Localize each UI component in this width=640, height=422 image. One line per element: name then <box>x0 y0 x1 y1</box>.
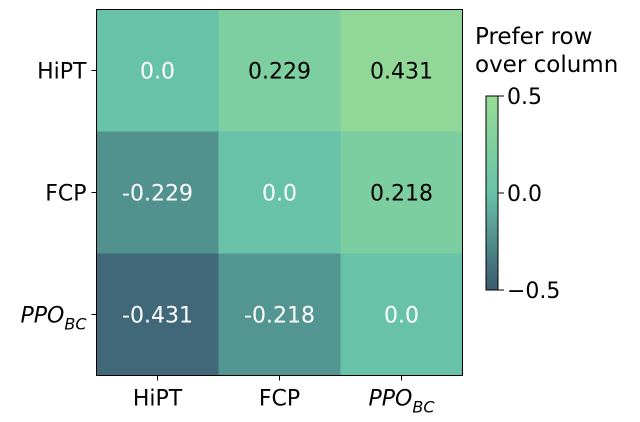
heatmap-cell <box>340 131 463 254</box>
heatmap-cell <box>340 253 463 376</box>
cell-value-label: 0.229 <box>248 60 311 85</box>
y-tick-label: PPOBC <box>20 304 87 334</box>
colorbar-tick-label: 0.5 <box>507 85 542 110</box>
cell-value-label: 0.0 <box>262 182 297 207</box>
heatmap-cell <box>96 9 219 132</box>
y-tick-label: HiPT <box>37 60 87 85</box>
heatmap-cell <box>96 253 219 376</box>
x-axis-ticks: HiPT FCP PPOBC <box>133 375 435 417</box>
x-tick-label: HiPT <box>133 387 183 412</box>
cell-value-label: 0.218 <box>370 182 433 207</box>
heatmap-cell <box>218 9 341 132</box>
cell-value-label: 0.431 <box>370 60 433 85</box>
cell-value-label: 0.0 <box>140 60 175 85</box>
heatmap-cell <box>96 131 219 254</box>
y-axis-ticks: HiPT FCP PPOBC <box>20 60 97 334</box>
colorbar <box>485 95 499 291</box>
colorbar-tick-label: −0.5 <box>507 279 560 304</box>
x-tick-label: FCP <box>259 387 300 412</box>
colorbar-ticks: 0.5 0.0 −0.5 <box>498 85 560 304</box>
cell-value-label: -0.218 <box>244 304 315 329</box>
heatmap-cells: 0.0 0.229 0.431 -0.229 0.0 0.218 -0.431 -0.218 0… <box>96 9 463 376</box>
colorbar-tick-label: 0.0 <box>507 182 542 207</box>
x-tick-label: PPOBC <box>368 387 435 417</box>
cell-value-label: 0.0 <box>384 304 419 329</box>
y-tick-label: FCP <box>45 182 86 207</box>
heatmap-cell <box>218 131 341 254</box>
cell-value-label: -0.431 <box>122 304 193 329</box>
heatmap-cell <box>340 9 463 132</box>
cell-value-label: -0.229 <box>122 182 193 207</box>
colorbar-title-line-2: over column <box>475 52 618 78</box>
colorbar-title: Prefer row over column <box>475 24 618 78</box>
colorbar-title-line-1: Prefer row <box>475 24 592 50</box>
heatmap-cell <box>218 253 341 376</box>
